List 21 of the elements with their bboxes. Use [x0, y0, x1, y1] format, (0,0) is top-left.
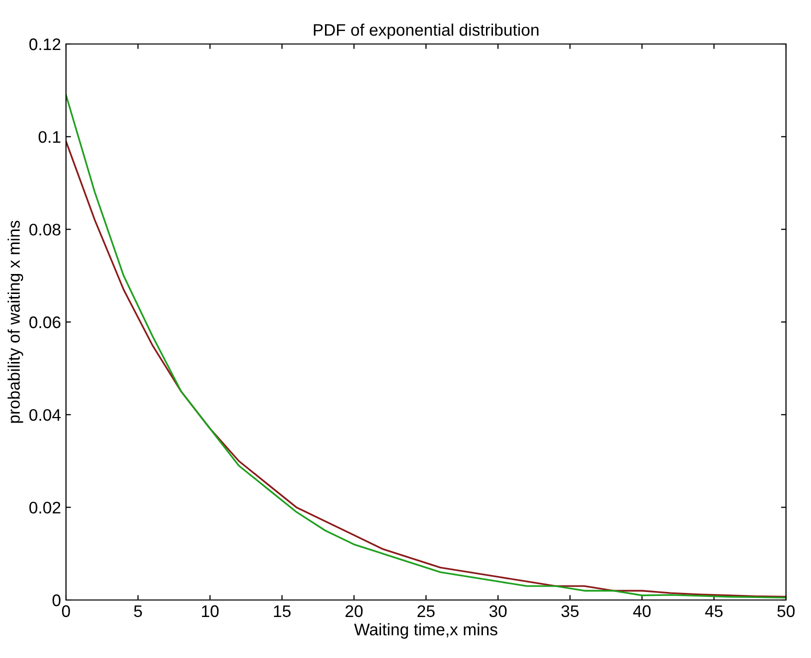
x-tick-label: 35 — [561, 605, 579, 618]
x-tick-label: 10 — [202, 605, 219, 618]
x-tick-label: 25 — [418, 605, 435, 618]
x-tick-label: 30 — [489, 605, 507, 618]
y-axis-title: probability of waiting x mins — [8, 220, 24, 423]
chart-title: PDF of exponential distribution — [314, 24, 538, 40]
y-tick-label: 0.02 — [29, 502, 60, 514]
x-tick-label: 20 — [346, 605, 363, 618]
y-tick-label: 0.06 — [29, 316, 60, 328]
x-tick-label: 0 — [62, 605, 70, 618]
y-tick-label: 0.04 — [29, 409, 61, 421]
x-tick-label: 45 — [705, 605, 723, 618]
y-tick-label: 0 — [52, 594, 60, 606]
x-axis-title: Waiting time,x mins — [354, 623, 498, 639]
y-tick-label: 0.08 — [29, 224, 60, 236]
y-tick-label: 0.1 — [38, 131, 60, 143]
x-tick-label: 50 — [777, 605, 795, 618]
x-tick-label: 40 — [633, 605, 651, 618]
x-tick-label: 15 — [274, 605, 291, 618]
y-tick-label: 0.12 — [29, 38, 60, 50]
x-tick-label: 5 — [134, 605, 142, 618]
